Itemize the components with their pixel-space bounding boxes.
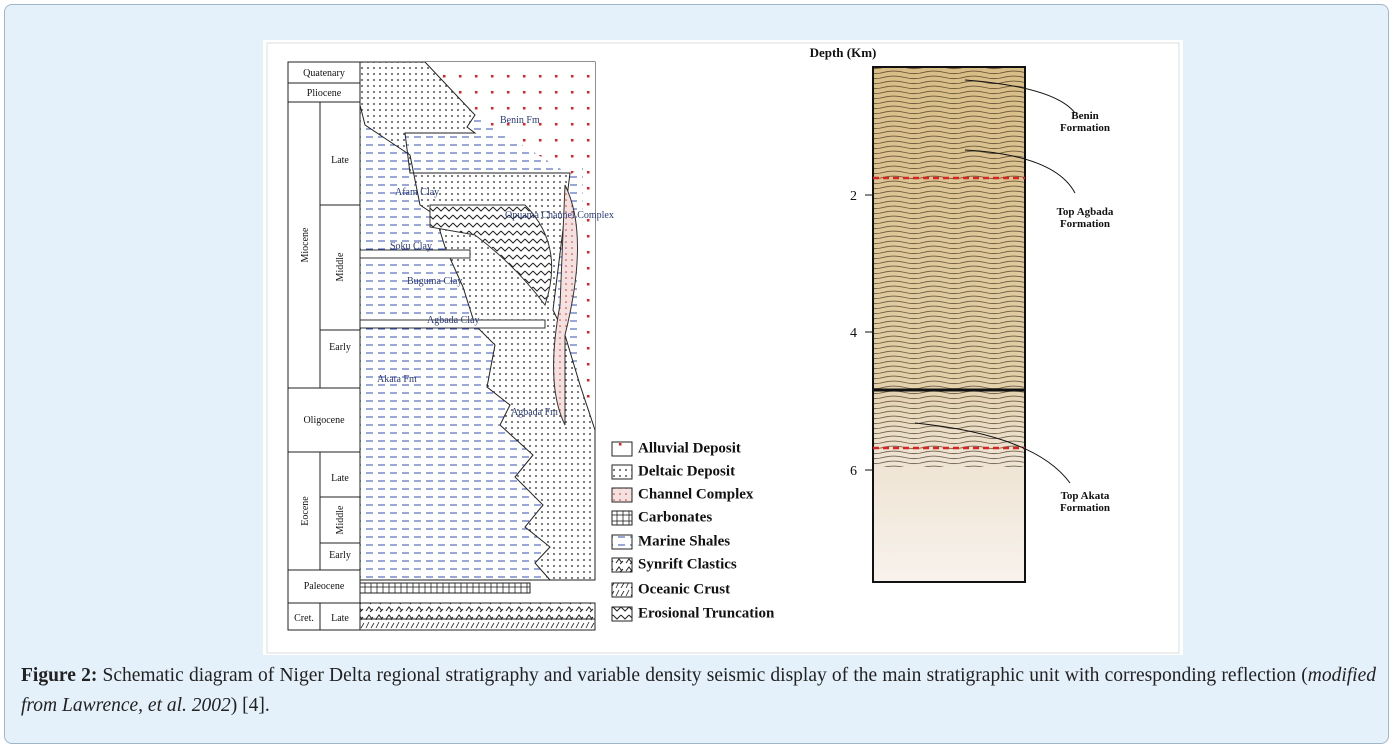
depth-tick-label: 2 <box>850 189 857 204</box>
carbonates-layer <box>360 583 530 593</box>
subage-label: Late <box>331 155 349 166</box>
caption-end: ) [4]. <box>231 695 270 716</box>
formation-label: Benin Fm <box>500 115 540 126</box>
caption-text: Schematic diagram of Niger Delta regiona… <box>103 665 1308 686</box>
depth-tick-label: 6 <box>850 464 857 479</box>
formation-label: Agbada Fm <box>511 407 558 418</box>
formation-label: Buguma Clay <box>407 276 462 287</box>
legend-label: Alluvial Deposit <box>638 440 741 456</box>
legend-label: Marine Shales <box>638 533 730 549</box>
legend-swatch <box>612 488 632 502</box>
age-label: Eocene <box>300 496 311 526</box>
subage-label: Early <box>329 342 351 353</box>
figure-image: Quatenary Pliocene Miocene Oligocene Eoc… <box>263 40 1183 655</box>
formation-label: Akata Fm <box>377 374 417 385</box>
age-label: Oligocene <box>303 415 345 426</box>
legend-swatch <box>612 511 632 525</box>
age-label: Miocene <box>300 227 311 263</box>
legend-swatch <box>612 607 632 621</box>
legend-swatch <box>612 583 632 597</box>
figure-caption: Figure 2: Schematic diagram of Niger Del… <box>21 661 1376 721</box>
legend-swatch <box>612 465 632 479</box>
age-label: Pliocene <box>307 88 342 99</box>
subage-label: Late <box>331 473 349 484</box>
formation-label: Agbada Clay <box>427 315 480 326</box>
legend-label: Erosional Truncation <box>638 605 775 621</box>
oceanic-layer <box>360 619 595 630</box>
caption-label: Figure 2: <box>21 665 97 686</box>
legend-label: Channel Complex <box>638 486 754 502</box>
legend-swatch <box>612 442 632 456</box>
age-label: Quatenary <box>303 68 345 79</box>
legend-label: Carbonates <box>638 509 712 525</box>
formation-label: Soku Clay <box>390 241 432 252</box>
legend-label: Deltaic Deposit <box>638 463 735 479</box>
age-label: Cret. <box>294 613 314 624</box>
subage-label: Late <box>331 613 349 624</box>
formation-label: Opuama Channel Complex <box>505 210 614 221</box>
age-label: Paleocene <box>304 581 345 592</box>
subage-label: Early <box>329 550 351 561</box>
figure-panel: Quatenary Pliocene Miocene Oligocene Eoc… <box>4 4 1389 744</box>
subage-label: Middle <box>335 505 346 534</box>
legend-label: Oceanic Crust <box>638 581 730 597</box>
depth-axis-title: Depth (Km) <box>810 45 877 60</box>
subage-label: Middle <box>335 252 346 281</box>
legend-swatch <box>612 558 632 572</box>
seismic-reflections <box>873 67 1025 467</box>
synrift-layer <box>360 603 595 619</box>
depth-tick-label: 4 <box>850 326 857 341</box>
formation-label: Afam Clay <box>395 187 439 198</box>
legend-label: Synrift Clastics <box>638 556 737 572</box>
legend-swatch <box>612 535 632 549</box>
